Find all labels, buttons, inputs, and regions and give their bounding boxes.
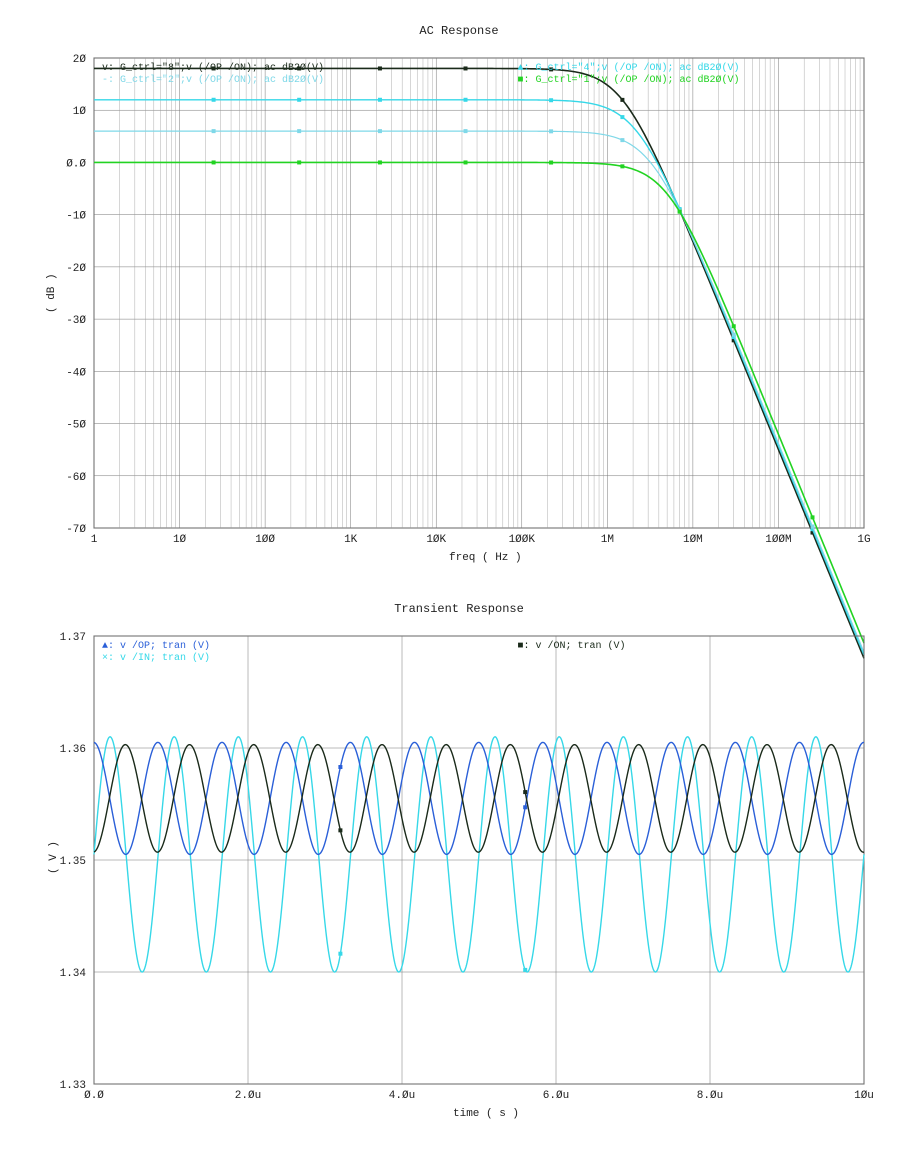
svg-text:1.36: 1.36 <box>60 744 86 756</box>
svg-text:▲: v /OP; tran (V): ▲: v /OP; tran (V) <box>102 640 210 652</box>
svg-text:-6Ø: -6Ø <box>66 472 86 484</box>
svg-text:1ØØK: 1ØØK <box>509 534 536 546</box>
svg-text:1.33: 1.33 <box>60 1080 86 1092</box>
svg-text:4.Øu: 4.Øu <box>389 1090 415 1102</box>
svg-text:-3Ø: -3Ø <box>66 315 86 327</box>
svg-text:Ø.Ø: Ø.Ø <box>66 158 86 170</box>
svg-text:-2Ø: -2Ø <box>66 263 86 275</box>
svg-text:■: v /ON; tran (V): ■: v /ON; tran (V) <box>518 640 626 652</box>
ac-chart-svg: -7Ø -6Ø -5Ø -4Ø -3Ø -2Ø -1Ø Ø.Ø 1Ø 2Ø 1 1Ø 1ØØ 1K 1ØK 1… <box>34 28 884 554</box>
svg-text:1G: 1G <box>857 534 870 546</box>
svg-text:-4Ø: -4Ø <box>66 367 86 379</box>
svg-text:v: G_ctrl="8";v (/OP /ON); ac: v: G_ctrl="8";v (/OP /ON); ac dB2Ø(V) <box>102 62 324 74</box>
svg-text:■: G_ctrl="1";v (/OP /ON); ac: ■: G_ctrl="1";v (/OP /ON); ac dB2Ø(V) <box>518 74 740 86</box>
svg-text:1M: 1M <box>601 534 614 546</box>
svg-text:1ØK: 1ØK <box>426 534 446 546</box>
transient-response-chart: Transient Response 1.331.341.351.361.37Ø… <box>34 606 884 1110</box>
svg-text:1K: 1K <box>344 534 358 546</box>
svg-text:▲: G_ctrl="4";v (/OP /ON); ac: ▲: G_ctrl="4";v (/OP /ON); ac dB2Ø(V) <box>518 62 740 74</box>
svg-text:1Øu: 1Øu <box>854 1090 874 1102</box>
svg-text:1ØM: 1ØM <box>683 534 703 546</box>
svg-text:6.Øu: 6.Øu <box>543 1090 569 1102</box>
svg-text:1.34: 1.34 <box>60 968 87 980</box>
svg-text:1.37: 1.37 <box>60 632 86 644</box>
svg-text:8.Øu: 8.Øu <box>697 1090 723 1102</box>
svg-text:1ØØ: 1ØØ <box>255 534 275 546</box>
svg-text:2Ø: 2Ø <box>73 54 87 66</box>
svg-text:1Ø: 1Ø <box>73 106 87 118</box>
svg-text:-: G_ctrl="2";v (/OP /ON); ac: -: G_ctrl="2";v (/OP /ON); ac dB2Ø(V) <box>102 74 324 86</box>
ac-response-chart: AC Response -7Ø-6Ø-5Ø-4Ø-3Ø-2Ø-1ØØ.Ø1Ø2Ø… <box>34 28 884 554</box>
svg-text:Ø.Ø: Ø.Ø <box>84 1090 104 1102</box>
svg-text:2.Øu: 2.Øu <box>235 1090 261 1102</box>
svg-text:1ØØM: 1ØØM <box>765 534 791 546</box>
tran-x-axis-label: time ( s ) <box>453 1108 519 1120</box>
tran-y-axis-label: ( V ) <box>48 841 60 874</box>
ac-x-axis-label: freq ( Hz ) <box>449 552 522 564</box>
ac-y-axis-label: ( dB ) <box>46 273 58 313</box>
svg-text:1Ø: 1Ø <box>173 534 187 546</box>
svg-text:-1Ø: -1Ø <box>66 211 86 223</box>
svg-text:1.35: 1.35 <box>60 856 86 868</box>
tran-chart-svg: 1.33 1.34 1.35 1.36 1.37 Ø.Ø 2.Øu 4.Øu 6.Øu 8.Øu 1… <box>34 606 884 1110</box>
svg-text:×: v /IN; tran (V): ×: v /IN; tran (V) <box>102 652 210 664</box>
svg-text:-7Ø: -7Ø <box>66 524 86 536</box>
svg-text:-5Ø: -5Ø <box>66 420 86 432</box>
page-root: AC Response -7Ø-6Ø-5Ø-4Ø-3Ø-2Ø-1ØØ.Ø1Ø2Ø… <box>0 0 905 1164</box>
svg-text:1: 1 <box>91 534 98 546</box>
